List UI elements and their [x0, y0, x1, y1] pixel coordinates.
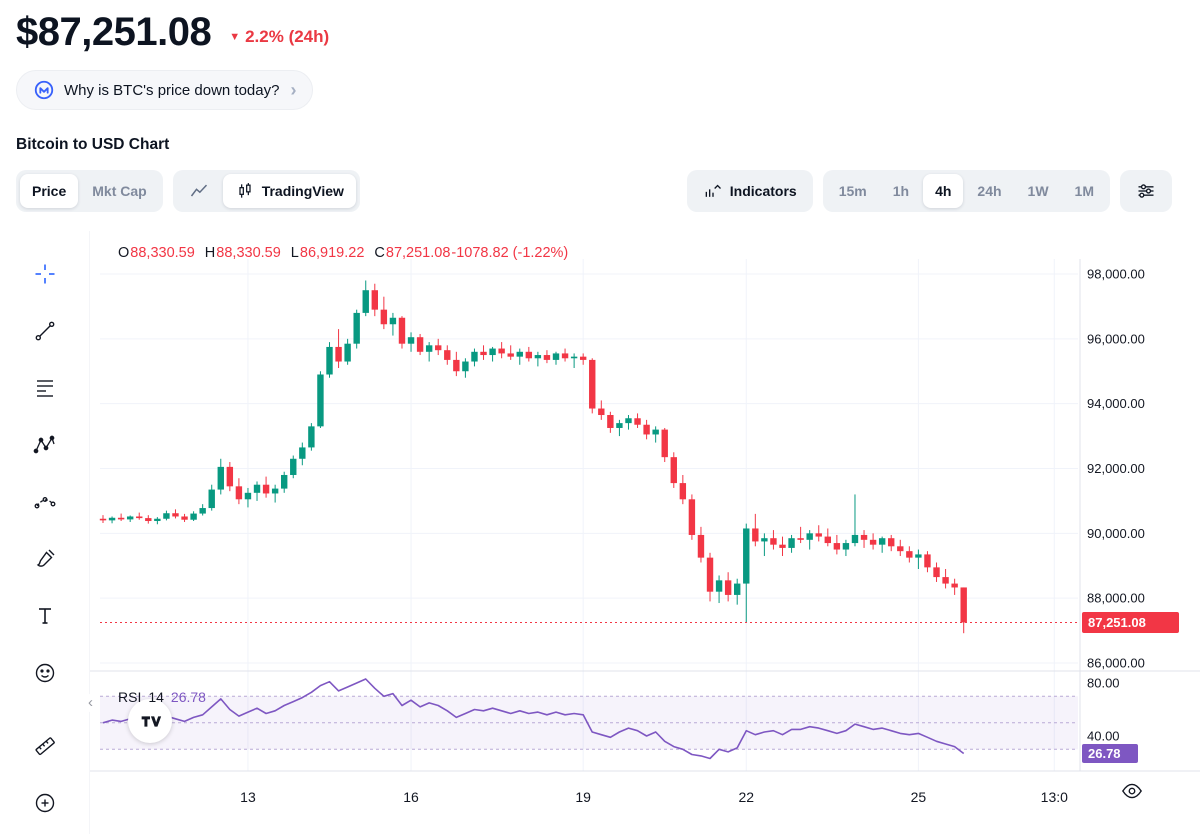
price-axis-label: 98,000.00	[1087, 267, 1145, 282]
btc-price: $87,251.08	[16, 10, 212, 54]
time-axis-label: 16	[403, 789, 419, 805]
sliders-icon	[1136, 181, 1156, 201]
crosshair-tool-button[interactable]	[31, 260, 59, 288]
timeframe-selector: 15m 1h 4h 24h 1W 1M	[822, 170, 1110, 212]
eye-icon[interactable]	[1120, 780, 1144, 805]
time-axis-label: 13:0	[1041, 789, 1068, 805]
chevron-right-icon: ›	[290, 79, 297, 100]
coinmarketcap-icon	[33, 79, 55, 101]
open-label: O	[118, 245, 130, 261]
rsi-axis-label: 80.00	[1087, 676, 1120, 691]
why-price-down-banner[interactable]: Why is BTC's price down today? ›	[16, 70, 314, 110]
rsi-label: RSI	[118, 689, 142, 705]
indicators-label: Indicators	[729, 183, 797, 199]
emoji-tool-button[interactable]	[31, 659, 59, 687]
price-axis-label: 96,000.00	[1087, 331, 1145, 346]
current-price-badge	[1082, 611, 1179, 633]
timeframe-15m[interactable]: 15m	[827, 174, 879, 208]
candlestick-icon	[235, 181, 255, 201]
chart-settings-button[interactable]	[1124, 174, 1168, 208]
price-axis-label: 92,000.00	[1087, 461, 1145, 476]
tradingview-button[interactable]: TradingView	[222, 174, 356, 208]
price-chart-canvas[interactable]: 98,000.00 96,000.00 94,000.00 92,000.00 90,0…	[0, 231, 1200, 834]
indicators-group: Indicators	[686, 170, 813, 212]
rsi-line[interactable]	[102, 678, 965, 760]
tradingview-logo	[128, 699, 172, 743]
time-axis-label: 19	[575, 789, 591, 805]
banner-text: Why is BTC's price down today?	[64, 81, 280, 99]
low-label: L	[290, 245, 299, 261]
collapse-toolbar-button[interactable]: ‹	[86, 694, 95, 712]
open-value: 88,330.59	[130, 245, 195, 261]
timeframe-1h[interactable]: 1h	[881, 174, 921, 208]
chart-type-toggle: TradingView	[172, 170, 360, 212]
indicators-icon	[703, 181, 723, 201]
zoom-in-tool-button[interactable]	[31, 789, 59, 817]
section-title: Bitcoin to USD Chart	[16, 136, 170, 153]
rsi-axis-label: 40.00	[1087, 729, 1120, 744]
close-value: 87,251.08	[385, 245, 451, 261]
change-value: -1078.82 (-1.22%)	[451, 245, 569, 261]
chart-toolbar: Price Mkt Cap TradingView Indicators 15m…	[16, 170, 1172, 212]
time-axis-label: 22	[738, 789, 754, 805]
ohlc-legend: O 88,330.59 H 88,330.59 L 86,919.22 C 87,251…	[118, 245, 568, 261]
time-axis[interactable]: 13 16 19 22 25 13:0	[240, 259, 1068, 805]
price-header: $87,251.08 ▼ 2.2% (24h)	[0, 0, 1200, 56]
price-axis-label: 86,000.00	[1087, 656, 1145, 671]
chart-settings-group	[1120, 170, 1172, 212]
svg-text:87,251.08: 87,251.08	[1088, 615, 1146, 630]
high-label: H	[204, 245, 216, 261]
tradingview-label: TradingView	[261, 183, 344, 199]
rsi-period: 14	[148, 689, 164, 705]
xabcd-pattern-tool-button[interactable]	[31, 431, 59, 459]
drawing-toolbar	[0, 231, 90, 834]
svg-text:26.78: 26.78	[1088, 746, 1121, 761]
price-axis-label: 90,000.00	[1087, 526, 1145, 541]
high-value: 88,330.59	[216, 245, 281, 261]
time-axis-label: 25	[911, 789, 927, 805]
price-axis-label: 88,000.00	[1087, 591, 1145, 606]
rsi-value-badge	[1082, 744, 1138, 764]
timeframe-1w[interactable]: 1W	[1016, 174, 1061, 208]
indicators-button[interactable]: Indicators	[691, 174, 809, 208]
candlesticks[interactable]	[99, 280, 967, 634]
close-label: C	[374, 245, 385, 261]
trend-line-tool-button[interactable]	[31, 317, 59, 345]
tradingview-chart: 98,000.00 96,000.00 94,000.00 92,000.00 90,0…	[0, 231, 1200, 834]
line-chart-icon	[189, 181, 209, 201]
timeframe-1m[interactable]: 1M	[1063, 174, 1106, 208]
rsi-legend[interactable]: RSI 14 26.78	[118, 689, 206, 705]
timeframe-4h[interactable]: 4h	[923, 174, 964, 208]
tab-mktcap[interactable]: Mkt Cap	[80, 174, 158, 208]
curve-tool-button[interactable]	[31, 488, 59, 516]
price-mktcap-toggle: Price Mkt Cap	[16, 170, 163, 212]
horizontal-lines-tool-button[interactable]	[31, 374, 59, 402]
timeframe-24h[interactable]: 24h	[965, 174, 1013, 208]
time-axis-label: 13	[240, 789, 256, 805]
low-value: 86,919.22	[299, 245, 365, 261]
price-change-text: 2.2% (24h)	[245, 27, 330, 46]
brush-tool-button[interactable]	[31, 545, 59, 573]
rsi-current-value: 26.78	[170, 689, 206, 705]
line-chart-button[interactable]	[177, 174, 221, 208]
price-axis-label: 94,000.00	[1087, 396, 1145, 411]
text-tool-button[interactable]	[31, 602, 59, 630]
down-triangle-icon: ▼	[229, 30, 241, 43]
grid: 98,000.00 96,000.00 94,000.00 92,000.00 90,0…	[100, 267, 1145, 671]
ruler-tool-button[interactable]	[31, 732, 59, 760]
price-change: ▼ 2.2% (24h)	[229, 27, 329, 47]
tab-price[interactable]: Price	[20, 174, 79, 208]
